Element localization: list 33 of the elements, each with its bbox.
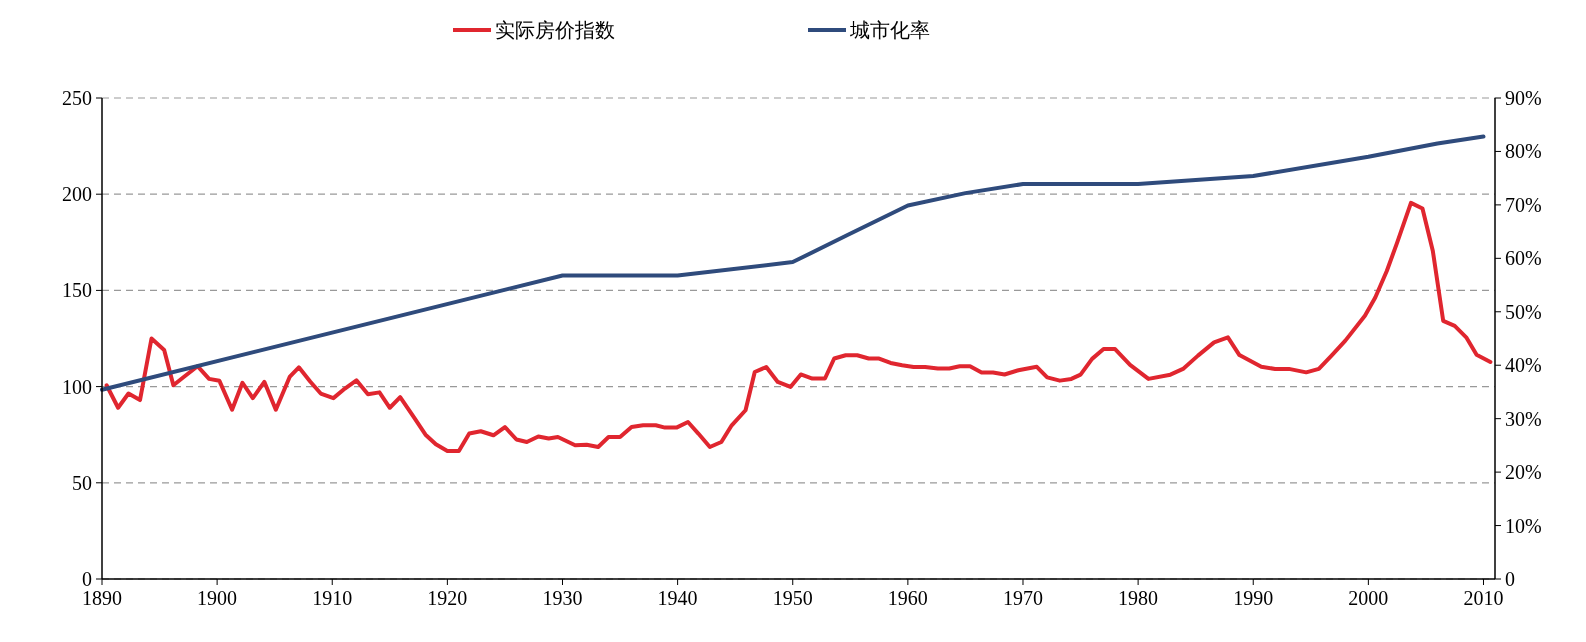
y2-tick-label: 40% (1505, 354, 1542, 377)
x-tick-label: 1890 (82, 587, 122, 609)
y-tick-label: 100 (62, 375, 92, 398)
y2-tick-label: 50% (1505, 300, 1542, 323)
line-series (104, 200, 1493, 454)
x-tick-label: 1910 (312, 587, 353, 609)
y2-tick-label: 90% (1505, 87, 1542, 109)
x-tick-label: 1970 (1002, 587, 1043, 609)
y-tick-label: 250 (62, 87, 92, 109)
y2-tick-label: 80% (1505, 140, 1542, 163)
x-tick-label: 2000 (1348, 587, 1389, 609)
y2-tick-label: 20% (1505, 461, 1542, 484)
y2-tick-label: 10% (1505, 514, 1542, 537)
y-tick-label: 0 (82, 568, 92, 590)
y-tick-label: 50 (72, 471, 92, 494)
x-tick-label: 1980 (1118, 587, 1159, 609)
y-tick-label: 200 (62, 183, 92, 206)
y-tick-label: 150 (62, 279, 92, 302)
x-tick-label: 1920 (427, 587, 468, 609)
y2-tick-label: 70% (1505, 193, 1542, 216)
y2-tick-label: 30% (1505, 407, 1542, 430)
x-tick-label: 2010 (1463, 587, 1504, 609)
legend-label: 实际房价指数 (495, 18, 615, 42)
y2-tick-label: 0 (1505, 568, 1515, 590)
line-series (100, 134, 1486, 392)
legend-label: 城市化率 (849, 18, 930, 42)
x-tick-label: 1930 (542, 587, 583, 609)
x-tick-label: 1950 (772, 587, 813, 609)
y2-tick-label: 60% (1505, 247, 1542, 270)
x-tick-label: 1960 (887, 587, 928, 609)
x-tick-label: 1900 (197, 587, 238, 609)
x-tick-label: 1940 (657, 587, 698, 609)
x-tick-label: 1990 (1233, 587, 1274, 609)
